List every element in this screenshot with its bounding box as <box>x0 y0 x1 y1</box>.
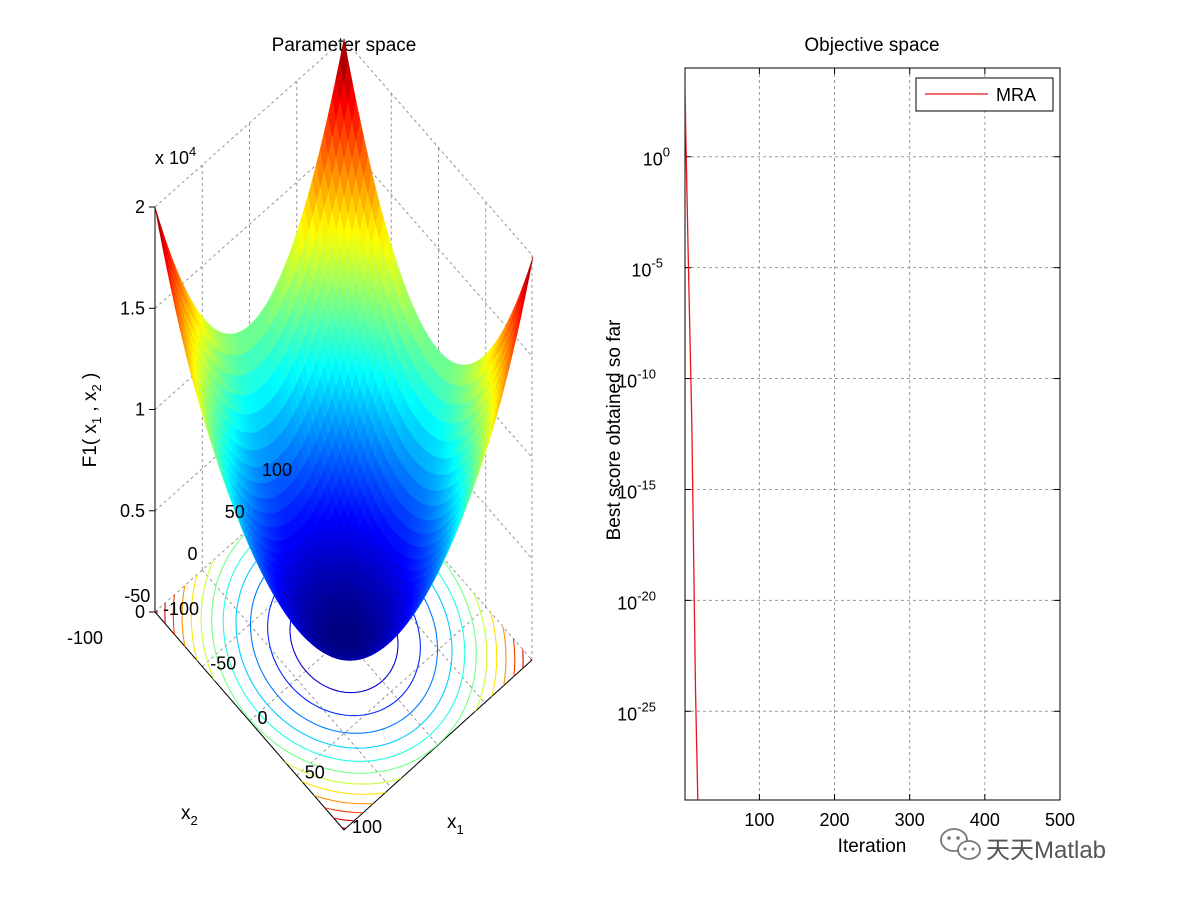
plot-frame <box>684 67 1061 801</box>
z-multiplier: x 104 <box>155 144 196 168</box>
series-lines <box>685 83 699 800</box>
surface-mesh <box>154 38 534 661</box>
floor-grid-line <box>296 607 487 776</box>
x1-tick-label: -100 <box>163 599 199 619</box>
right-title: Objective space <box>804 35 939 56</box>
z-tick-label: 1 <box>135 400 145 420</box>
floor-grid-line <box>201 569 392 789</box>
y-axis-label: Best score obtained so far <box>604 319 625 540</box>
y-tick-label: 10-20 <box>617 588 656 613</box>
x1-axis-label: x1 <box>447 812 464 837</box>
y-tick-label: 10-10 <box>617 367 656 392</box>
x2-axis-label: x2 <box>181 803 198 828</box>
x2-axis-line <box>154 611 345 831</box>
watermark: 天天Matlab <box>940 828 1106 864</box>
x2-tick-label: 0 <box>187 544 197 564</box>
parameter-space-chart: Parameter space 00.511.52100500-50-100-1… <box>67 35 534 837</box>
y-tick-label: 10-5 <box>631 256 663 281</box>
legend: MRA <box>915 77 1054 112</box>
y-ticks: 100 10-5 10-10 10-15 10-20 10-25 <box>617 145 1060 724</box>
x1-tick-label: 0 <box>258 708 268 728</box>
y-tick-label: 100 <box>643 145 670 170</box>
legend-label-mra: MRA <box>996 85 1036 105</box>
wechat-icon <box>940 828 981 860</box>
x-tick-label: 100 <box>744 810 774 830</box>
x-axis-label: Iteration <box>838 836 907 857</box>
y-tick-label: 10-25 <box>617 699 656 724</box>
watermark-text: 天天Matlab <box>986 837 1106 864</box>
x1-tick-label: 50 <box>305 763 325 783</box>
x1-tick-label: -50 <box>210 654 236 674</box>
x-tick-label: 500 <box>1045 810 1075 830</box>
z-tick-label: 1.5 <box>120 298 145 318</box>
grid <box>685 68 1061 800</box>
z-tick-label: 0.5 <box>120 501 145 521</box>
z-axis-label: F1( x1 , x2 ) <box>80 373 104 468</box>
z-tick-label: 0 <box>135 602 145 622</box>
x-tick-label: 400 <box>970 810 1000 830</box>
y-tick-label: 10-15 <box>617 477 656 502</box>
x2-tick-label: 100 <box>262 460 292 480</box>
x2-tick-label: 50 <box>225 502 245 522</box>
x2-tick-label: -100 <box>67 628 103 648</box>
objective-space-chart: Objective space 10010-510-1010-1510-2010… <box>604 35 1075 857</box>
z-tick-label: 2 <box>135 197 145 217</box>
x-ticks: 100 200 300 400 500 <box>744 68 1075 830</box>
surface-patch <box>339 38 349 81</box>
x2-tick-label: -50 <box>124 586 150 606</box>
series-line-mra <box>685 83 699 800</box>
x1-tick-label: 100 <box>352 817 382 837</box>
x-tick-label: 300 <box>895 810 925 830</box>
x-tick-label: 200 <box>820 810 850 830</box>
